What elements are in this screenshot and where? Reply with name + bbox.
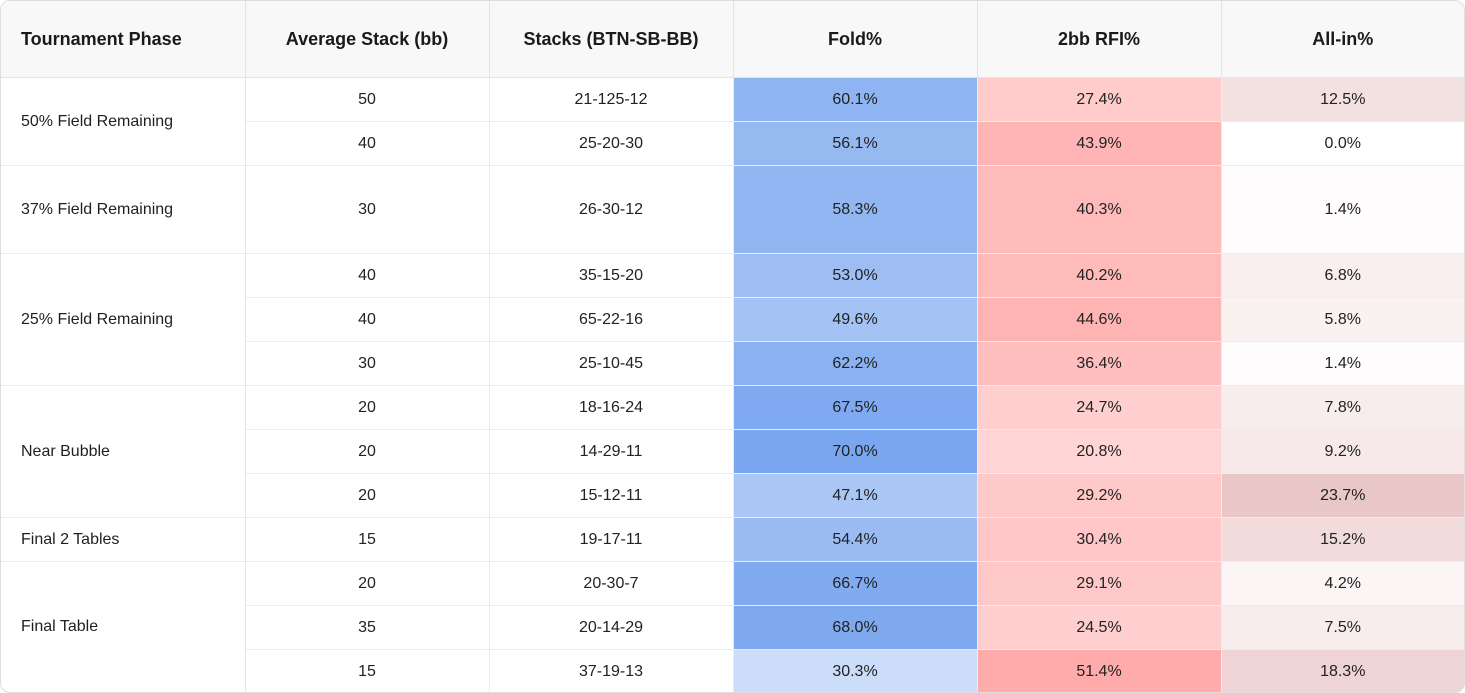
table-row: 50% Field Remaining 50 21-125-12 60.1% 27.4%… — [1, 77, 1464, 166]
header-fold-pct: Fold% — [733, 1, 978, 78]
fold-cell: 70.0% — [733, 429, 978, 474]
rfi-cell: 30.4% — [977, 517, 1222, 562]
stacks-cell: 65-22-16 — [489, 297, 734, 342]
average-stack-cell: 15 — [245, 649, 490, 692]
table-row: 15 37-19-13 30.3% 51.4% 18.3% — [1, 649, 1464, 692]
phase-cell: Near Bubble — [1, 385, 246, 518]
average-stack-cell: 35 — [245, 605, 490, 650]
rfi-cell: 40.2% — [977, 253, 1222, 298]
table-row: 35 20-14-29 68.0% 24.5% 7.5% — [1, 605, 1464, 650]
stacks-cell: 20-14-29 — [489, 605, 734, 650]
stacks-cell: 37-19-13 — [489, 649, 734, 692]
fold-cell: 56.1% — [733, 121, 978, 166]
average-stack-cell: 30 — [245, 165, 490, 254]
stacks-cell: 26-30-12 — [489, 165, 734, 254]
allin-cell: 18.3% — [1221, 649, 1464, 692]
allin-cell: 0.0% — [1221, 121, 1464, 166]
phase-cell: 50% Field Remaining — [1, 77, 246, 166]
rfi-cell: 36.4% — [977, 341, 1222, 386]
allin-cell: 5.8% — [1221, 297, 1464, 342]
stacks-cell: 18-16-24 — [489, 385, 734, 430]
stacks-cell: 15-12-11 — [489, 473, 734, 518]
average-stack-cell: 40 — [245, 297, 490, 342]
stacks-cell: 14-29-11 — [489, 429, 734, 474]
fold-cell: 67.5% — [733, 385, 978, 430]
header-rfi-pct: 2bb RFI% — [977, 1, 1222, 78]
average-stack-cell: 50 — [245, 77, 490, 122]
header-row: Tournament Phase Average Stack (bb) Stac… — [1, 1, 1464, 78]
header-allin-pct: All-in% — [1221, 1, 1464, 78]
average-stack-cell: 15 — [245, 517, 490, 562]
fold-cell: 47.1% — [733, 473, 978, 518]
fold-cell: 30.3% — [733, 649, 978, 692]
rfi-cell: 51.4% — [977, 649, 1222, 692]
rfi-cell: 27.4% — [977, 77, 1222, 122]
rfi-cell: 43.9% — [977, 121, 1222, 166]
fold-cell: 49.6% — [733, 297, 978, 342]
average-stack-cell: 20 — [245, 561, 490, 606]
table-row: 20 15-12-11 47.1% 29.2% 23.7% — [1, 473, 1464, 518]
header-stacks: Stacks (BTN-SB-BB) — [489, 1, 734, 78]
allin-cell: 6.8% — [1221, 253, 1464, 298]
rfi-cell: 29.1% — [977, 561, 1222, 606]
phase-cell: 25% Field Remaining — [1, 253, 246, 386]
average-stack-cell: 40 — [245, 121, 490, 166]
rfi-cell: 20.8% — [977, 429, 1222, 474]
phase-cell: Final Table — [1, 561, 246, 692]
allin-cell: 12.5% — [1221, 77, 1464, 122]
table-body: 50% Field Remaining 50 21-125-12 60.1% 27.4%… — [1, 77, 1464, 692]
average-stack-cell: 20 — [245, 385, 490, 430]
allin-cell: 9.2% — [1221, 429, 1464, 474]
rfi-cell: 29.2% — [977, 473, 1222, 518]
allin-cell: 1.4% — [1221, 341, 1464, 386]
table-row: 25% Field Remaining 40 35-15-20 53.0% 40.2% 6… — [1, 253, 1464, 386]
average-stack-cell: 40 — [245, 253, 490, 298]
average-stack-cell: 20 — [245, 429, 490, 474]
rfi-cell: 40.3% — [977, 165, 1222, 254]
average-stack-cell: 20 — [245, 473, 490, 518]
allin-cell: 7.5% — [1221, 605, 1464, 650]
stacks-cell: 21-125-12 — [489, 77, 734, 122]
rfi-cell: 24.5% — [977, 605, 1222, 650]
stacks-cell: 25-10-45 — [489, 341, 734, 386]
average-stack-cell: 30 — [245, 341, 490, 386]
table-row: Final 2 Tables 15 19-17-11 54.4% 30.4% 15.2% — [1, 517, 1464, 562]
fold-cell: 62.2% — [733, 341, 978, 386]
rfi-cell: 24.7% — [977, 385, 1222, 430]
table-row: 40 65-22-16 49.6% 44.6% 5.8% — [1, 297, 1464, 342]
stacks-cell: 20-30-7 — [489, 561, 734, 606]
rfi-cell: 44.6% — [977, 297, 1222, 342]
fold-cell: 66.7% — [733, 561, 978, 606]
table-row: Near Bubble 20 18-16-24 67.5% 24.7% 7.8% — [1, 385, 1464, 518]
table-row: Final Table 20 20-30-7 66.7% 29.1% 4.2% — [1, 561, 1464, 692]
allin-cell: 15.2% — [1221, 517, 1464, 562]
table-row: 40 25-20-30 56.1% 43.9% 0.0% — [1, 121, 1464, 166]
phase-cell: Final 2 Tables — [1, 517, 246, 562]
header-tournament-phase: Tournament Phase — [1, 1, 246, 78]
header-average-stack: Average Stack (bb) — [245, 1, 490, 78]
table-row: 37% Field Remaining 30 26-30-12 58.3% 40.3% 1… — [1, 165, 1464, 254]
fold-cell: 60.1% — [733, 77, 978, 122]
phase-cell: 37% Field Remaining — [1, 165, 246, 254]
fold-cell: 53.0% — [733, 253, 978, 298]
allin-cell: 23.7% — [1221, 473, 1464, 518]
table-row: 20 14-29-11 70.0% 20.8% 9.2% — [1, 429, 1464, 474]
stacks-cell: 25-20-30 — [489, 121, 734, 166]
fold-cell: 58.3% — [733, 165, 978, 254]
allin-cell: 1.4% — [1221, 165, 1464, 254]
stacks-cell: 19-17-11 — [489, 517, 734, 562]
fold-cell: 68.0% — [733, 605, 978, 650]
allin-cell: 4.2% — [1221, 561, 1464, 606]
allin-cell: 7.8% — [1221, 385, 1464, 430]
stacks-cell: 35-15-20 — [489, 253, 734, 298]
fold-cell: 54.4% — [733, 517, 978, 562]
table-row: 30 25-10-45 62.2% 36.4% 1.4% — [1, 341, 1464, 386]
